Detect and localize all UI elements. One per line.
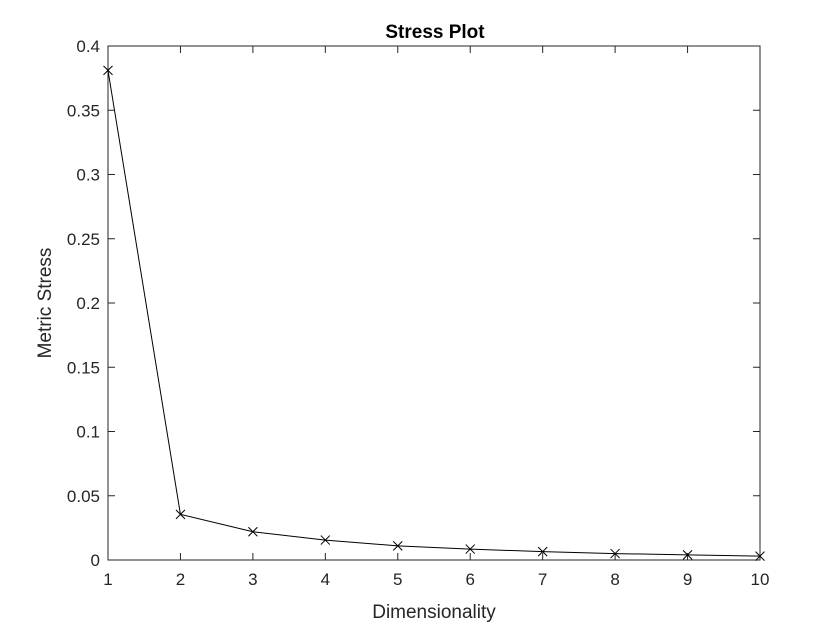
x-axis-title: Dimensionality <box>372 602 496 623</box>
x-tick-label: 5 <box>393 570 402 589</box>
data-point-marker <box>175 509 186 520</box>
data-point-marker <box>610 548 620 559</box>
data-point-marker <box>320 535 331 545</box>
y-tick-label: 0.35 <box>67 101 100 120</box>
data-point-marker <box>755 551 765 561</box>
data-point-marker <box>392 541 403 551</box>
x-tick-label: 6 <box>465 570 474 589</box>
x-tick-label: 3 <box>248 570 257 589</box>
data-point-marker <box>103 65 113 76</box>
y-tick-label: 0 <box>91 551 100 570</box>
ticks-layer: 1 2 3 4 5 6 7 8 9 10 0 0.05 0.1 0.15 0.2 0.25 0.3 0.35 0.4 <box>67 37 770 589</box>
series-line <box>107 70 761 557</box>
y-tick-label: 0.3 <box>76 166 100 185</box>
data-point-marker <box>465 544 476 554</box>
y-tick-label: 0.4 <box>76 37 100 56</box>
x-tick-label: 9 <box>683 570 692 589</box>
x-tick-label: 1 <box>103 570 112 589</box>
x-tick-label: 2 <box>176 570 185 589</box>
x-tick-label: 8 <box>610 570 619 589</box>
x-tick-label: 7 <box>538 570 547 589</box>
x-tick-label: 10 <box>751 570 770 589</box>
chart-title: Stress Plot <box>385 22 485 43</box>
data-point-marker <box>248 526 258 537</box>
y-tick-label: 0.1 <box>76 423 100 442</box>
series-layer <box>103 65 765 561</box>
data-point-marker <box>537 546 548 557</box>
x-tick-label: 4 <box>321 570 330 589</box>
y-tick-label: 0.2 <box>76 294 100 313</box>
axes-box <box>107 45 761 561</box>
y-tick-label: 0.25 <box>67 230 100 249</box>
y-tick-label: 0.15 <box>67 358 100 377</box>
y-tick-label: 0.05 <box>67 487 100 506</box>
y-axis-title: Metric Stress <box>35 248 56 359</box>
data-point-marker <box>682 550 693 560</box>
